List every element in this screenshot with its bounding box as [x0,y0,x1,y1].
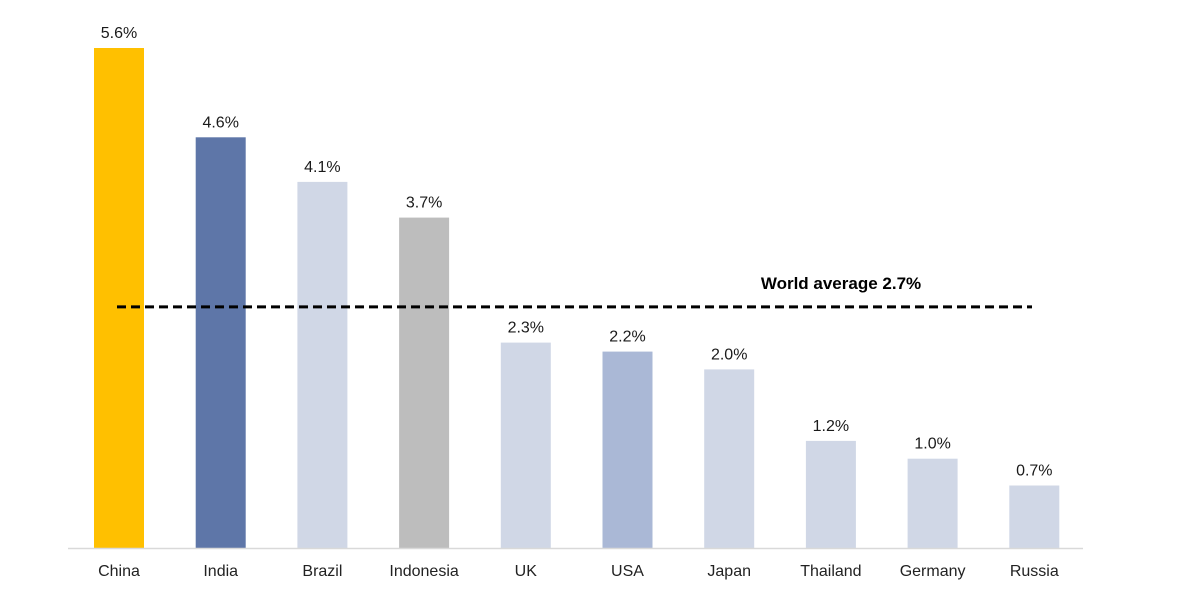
bar-india [195,137,246,549]
category-label-brazil: Brazil [302,563,342,580]
bar-germany [907,458,958,548]
category-label-china: China [98,563,140,580]
category-label-russia: Russia [1010,563,1059,580]
category-label-india: India [203,563,238,580]
value-label-india: 4.6% [202,114,238,131]
value-label-china: 5.6% [101,25,137,42]
value-label-indonesia: 3.7% [406,195,442,212]
category-labels-group: China India Brazil Indonesia UK USA Japan Thail… [98,563,1059,580]
value-label-thailand: 1.2% [813,418,849,435]
value-label-brazil: 4.1% [304,159,340,176]
category-label-germany: Germany [900,563,966,580]
world-average-label: World average 2.7% [761,274,921,293]
category-label-indonesia: Indonesia [389,563,458,580]
value-label-japan: 2.0% [711,346,747,363]
value-label-germany: 1.0% [914,436,950,453]
bar-usa [602,351,653,548]
category-label-thailand: Thailand [800,563,861,580]
bar-russia [1009,485,1060,548]
bar-china [94,48,144,548]
value-label-russia: 0.7% [1016,463,1052,480]
value-label-uk: 2.3% [508,320,544,337]
bar-uk [500,342,551,548]
bar-thailand [805,440,856,548]
bar-indonesia [399,217,450,548]
bar-japan [704,369,755,548]
category-label-usa: USA [611,563,644,580]
value-labels-group: 5.6% 4.6% 4.1% 3.7% 2.3% 2.2% 2.0% 1.2% 1.0% 0.7% [101,25,1053,480]
bar-brazil [297,181,348,548]
bars-group [94,48,1060,549]
category-label-japan: Japan [707,563,751,580]
value-label-usa: 2.2% [609,329,645,346]
category-label-uk: UK [515,563,538,580]
